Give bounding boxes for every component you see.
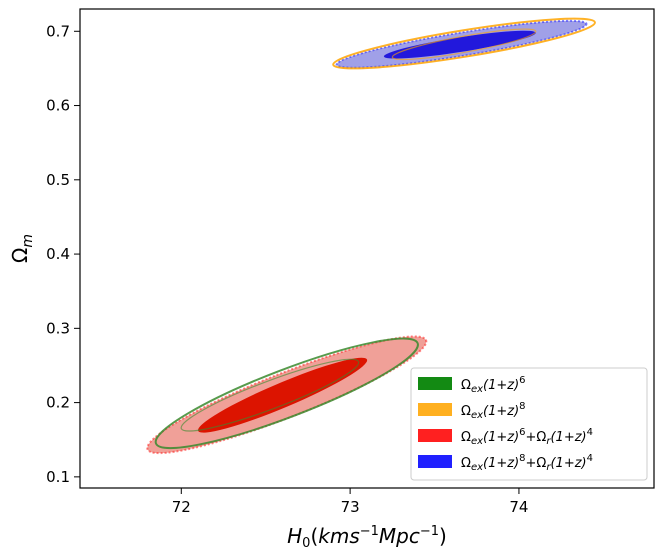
y-axis: 0.1 0.2 0.3 0.4 0.5 0.6 0.7: [46, 22, 80, 486]
legend-label: Ωex(1+z)8+Ωr(1+z)4: [461, 453, 593, 473]
contour-inner-outline: [180, 358, 360, 432]
plot-frame: [79, 8, 655, 489]
y-tick-label: 0.4: [46, 245, 70, 263]
legend: Ωex(1+z)6 Ωex(1+z)8 Ωex(1+z)6+Ωr(1+z)4 Ωex(…: [410, 367, 648, 481]
legend-box: [410, 367, 648, 481]
contour-inner-filled: [198, 357, 368, 433]
legend-swatch: [418, 377, 452, 390]
legend-label: Ωex(1+z)6+Ωr(1+z)4: [461, 427, 593, 447]
x-tick-label: 74: [509, 498, 528, 516]
x-tick-label: 72: [172, 498, 191, 516]
y-tick-label: 0.2: [46, 394, 70, 412]
y-axis-label: Ωm: [8, 234, 36, 263]
x-tick-label: 73: [341, 498, 360, 516]
legend-swatch: [418, 403, 452, 416]
legend-label: Ωex(1+z)6: [461, 375, 526, 395]
x-axis-label: H0(kms−1Mpc−1): [287, 524, 447, 551]
legend-swatch: [418, 429, 452, 442]
y-tick-label: 0.6: [46, 97, 70, 115]
y-tick-label: 0.5: [46, 171, 70, 189]
y-tick-label: 0.1: [46, 468, 70, 486]
legend-swatch: [418, 455, 452, 468]
y-tick-label: 0.7: [46, 22, 70, 40]
legend-label: Ωex(1+z)8: [461, 401, 526, 421]
contour-inner-filled: [383, 30, 536, 59]
y-tick-label: 0.3: [46, 319, 70, 337]
contour-outer-outline: [154, 337, 419, 450]
contour-layer: [146, 17, 596, 455]
contour-outer-outline: [332, 17, 596, 70]
x-axis: 72 73 74: [172, 488, 528, 516]
contour-inner-outline: [391, 28, 537, 61]
